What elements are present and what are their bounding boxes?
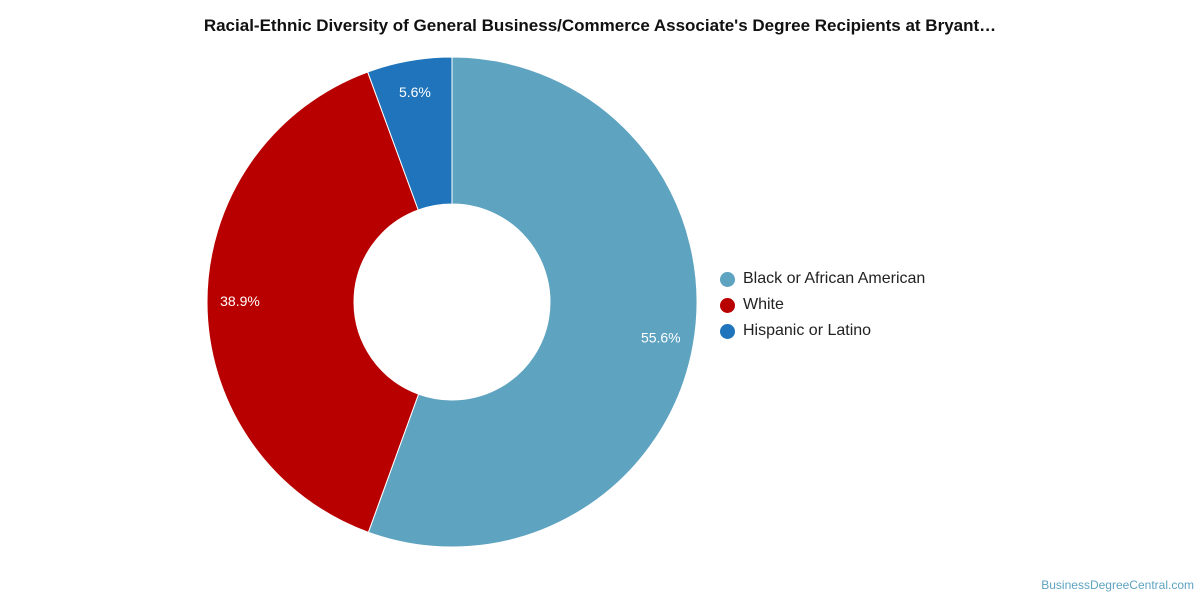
source-watermark[interactable]: BusinessDegreeCentral.com <box>1041 578 1194 592</box>
slice-value-label-white: 38.9% <box>220 293 260 309</box>
legend-swatch-black-or-african-american <box>720 271 735 287</box>
legend-item-hispanic-or-latino[interactable]: Hispanic or Latino <box>720 318 925 344</box>
slice-value-label-black-or-african-american: 55.6% <box>641 329 681 345</box>
legend: Black or African American White Hispanic… <box>720 266 925 344</box>
legend-label: Black or African American <box>743 270 926 287</box>
legend-swatch-white <box>720 297 735 313</box>
legend-label: Hispanic or Latino <box>743 322 872 339</box>
slice-white[interactable] <box>206 71 420 533</box>
legend-item-white[interactable]: White <box>720 292 925 318</box>
chart-title: Racial-Ethnic Diversity of General Busin… <box>203 16 997 35</box>
legend-item-black-or-african-american[interactable]: Black or African American <box>720 266 925 292</box>
slice-value-label-hispanic-or-latino: 5.6% <box>399 84 431 100</box>
legend-label: White <box>743 296 784 313</box>
slice-hispanic-or-latino[interactable] <box>367 56 453 211</box>
slice-black-or-african-american[interactable] <box>367 56 698 548</box>
legend-swatch-hispanic-or-latino <box>720 323 735 339</box>
